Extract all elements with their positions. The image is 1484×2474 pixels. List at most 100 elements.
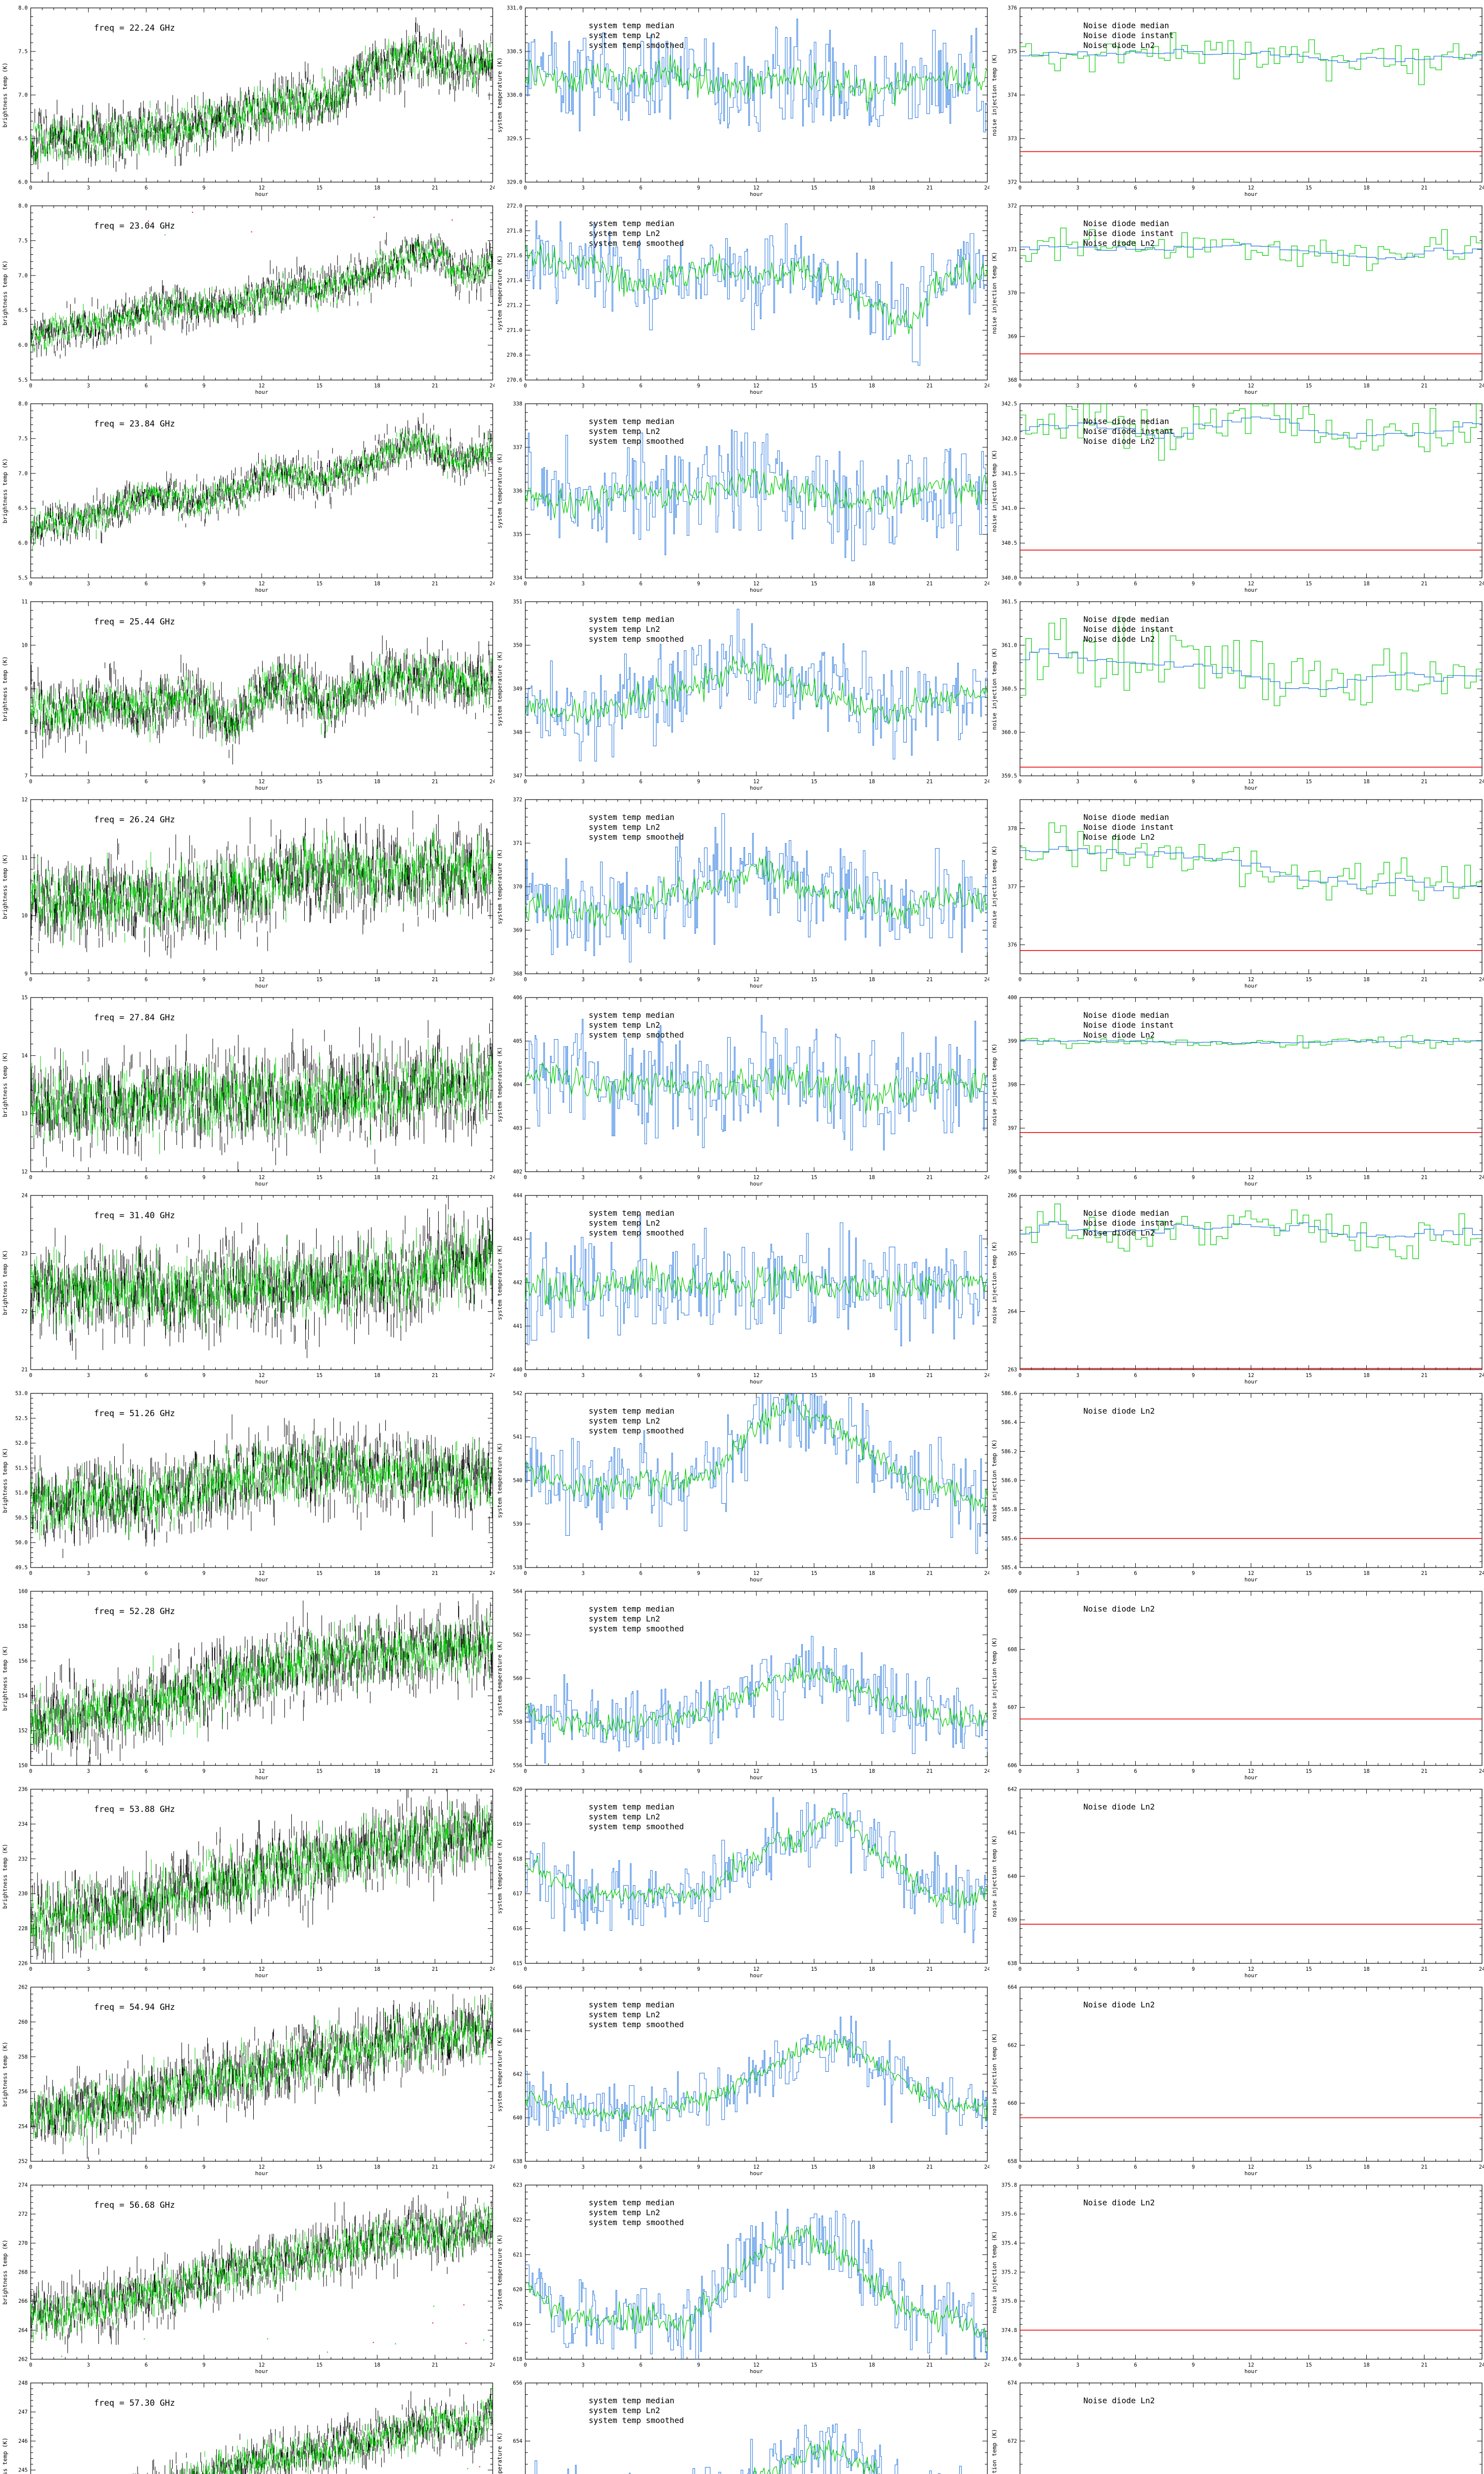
legend-item: Noise diode median	[1083, 417, 1169, 426]
x-tick-label: 3	[1076, 383, 1079, 389]
x-tick-label: 18	[374, 2362, 380, 2368]
x-tick-label: 0	[1019, 1175, 1021, 1181]
legend-item: system temp Ln2	[589, 1416, 660, 1426]
panel-31.40ghz-noise-diode: 0 3 6 9 12 15 18 21 24 263 264 265 266 hour noise inje…	[989, 1188, 1484, 1385]
y-tick-label: 654	[513, 2438, 522, 2444]
x-tick-label: 24	[490, 1768, 495, 1774]
y-tick-label: 540	[513, 1478, 522, 1484]
plot-svg: 0 3 6 9 12 15 18 21 24 329.0 329.5 330.0 330.5 331.0 h…	[496, 5, 989, 198]
y-tick-label: 21	[21, 1367, 28, 1373]
legend-item: Noise diode Ln2	[1083, 436, 1155, 446]
x-axis-label: hour	[1245, 1576, 1258, 1583]
y-tick-label: 265	[1008, 1251, 1017, 1257]
y-tick-label: 271.2	[507, 303, 522, 309]
x-tick-label: 9	[202, 977, 205, 983]
y-tick-label: 658	[1008, 2159, 1017, 2165]
plot-svg: 03691215182124242243244245246247248hourb…	[1, 2380, 493, 2474]
x-tick-label: 9	[697, 581, 700, 587]
x-tick-label: 12	[259, 1966, 265, 1972]
y-axis-label: system temperature (K)	[496, 2432, 503, 2474]
x-tick-label: 21	[432, 2164, 438, 2170]
x-axis-label: hour	[750, 785, 763, 791]
x-tick-label: 6	[639, 1175, 642, 1181]
y-tick-label: 606	[1008, 1763, 1017, 1769]
plot-svg: 0 3 6 9 12 15 18 21 24 556 558 560 562 564 hour system …	[496, 1589, 989, 1781]
x-tick-label: 24	[490, 185, 495, 191]
x-tick-label: 18	[374, 1966, 380, 1972]
x-tick-label: 18	[869, 185, 875, 191]
x-tick-label: 0	[524, 185, 527, 191]
x-axis-label: hour	[255, 785, 269, 791]
x-tick-label: 12	[753, 1768, 760, 1774]
x-tick-label: 21	[927, 977, 933, 983]
x-tick-label: 21	[927, 1570, 933, 1576]
y-tick-label: 52.0	[15, 1440, 28, 1446]
x-tick-label: 3	[582, 1966, 585, 1972]
y-tick-label: 351	[513, 599, 522, 605]
y-tick-label: 6.0	[18, 342, 28, 348]
x-tick-label: 6	[639, 581, 642, 587]
x-tick-label: 15	[316, 977, 323, 983]
x-axis-label: hour	[1245, 2368, 1258, 2375]
x-tick-label: 6	[1134, 1175, 1137, 1181]
y-tick-label: 7.0	[18, 93, 28, 98]
plot-svg: 0 3 6 9 12 15 18 21 24 21 22 23 24 hour brightness tem…	[1, 1193, 495, 1385]
y-tick-label: 258	[18, 2054, 28, 2060]
x-tick-label: 6	[1134, 185, 1137, 191]
y-axis-label: noise injection temp (K)	[991, 1637, 998, 1719]
x-tick-label: 3	[582, 383, 585, 389]
y-tick-label: 443	[513, 1237, 522, 1242]
y-tick-label: 622	[513, 2217, 522, 2223]
x-tick-label: 12	[1248, 1175, 1254, 1181]
y-tick-label: 50.0	[15, 1540, 28, 1546]
legend-item: system temp smoothed	[589, 1624, 684, 1633]
legend-item: Noise diode instant	[1083, 1218, 1174, 1228]
x-tick-label: 3	[87, 383, 90, 389]
plot-svg: 0 3 6 9 12 15 18 21 24 252 254 256 258 260 262 hour brig…	[1, 1985, 495, 2177]
x-tick-label: 21	[432, 581, 438, 587]
x-tick-label: 21	[927, 2164, 933, 2170]
x-tick-label: 15	[811, 2362, 817, 2368]
plot-title: freq = 53.88 GHz	[94, 1805, 175, 1814]
legend-item: Noise diode Ln2	[1083, 634, 1155, 644]
x-tick-label: 0	[1019, 1768, 1021, 1774]
plot-svg: 0 3 6 9 12 15 18 21 24 12 13 14 15 hour brightness tem…	[1, 995, 495, 1188]
legend-item: Noise diode instant	[1083, 1020, 1174, 1030]
plot-svg: 0 3 6 9 12 15 18 21 24 585.4 585.6 585.8 586.0 586.2 5…	[991, 1391, 1484, 1583]
x-tick-label: 21	[432, 2362, 438, 2368]
legend-item: Noise diode median	[1083, 21, 1169, 30]
x-tick-label: 3	[1076, 779, 1079, 785]
x-tick-label: 0	[29, 1966, 32, 1972]
x-tick-label: 6	[639, 1373, 642, 1379]
y-tick-label: 368	[513, 971, 522, 977]
x-tick-label: 24	[1479, 1570, 1484, 1576]
legend-item: Noise diode Ln2	[1083, 1406, 1155, 1416]
legend-item: system temp Ln2	[589, 624, 660, 634]
panel-22.24ghz-system-temp: 0 3 6 9 12 15 18 21 24 329.0 329.5 330.0 330.5 331.0 h…	[495, 0, 989, 198]
plot-svg: 0 3 6 9 12 15 18 21 24 372 373 374 375 376 hour noise i…	[991, 5, 1484, 198]
y-tick-label: 13	[21, 1111, 28, 1117]
x-tick-label: 9	[202, 1570, 205, 1576]
x-tick-label: 18	[1363, 1966, 1370, 1972]
x-axis-label: hour	[750, 587, 763, 593]
plot-svg: 0 3 6 9 12 15 18 21 24 618 619 620 621 622 623 hour syst…	[496, 2183, 989, 2375]
x-tick-label: 0	[524, 2362, 527, 2368]
y-axis-label: noise injection temp (K)	[991, 1241, 998, 1324]
x-tick-label: 21	[1421, 977, 1428, 983]
x-tick-label: 3	[582, 2164, 585, 2170]
y-tick-label: 336	[513, 488, 522, 494]
y-tick-label: 370	[1008, 290, 1017, 296]
x-tick-label: 21	[927, 1175, 933, 1181]
x-tick-label: 9	[202, 1966, 205, 1972]
x-tick-label: 15	[811, 1373, 817, 1379]
x-axis-label: hour	[255, 1181, 269, 1187]
x-tick-label: 12	[1248, 977, 1254, 983]
x-tick-label: 9	[202, 1768, 205, 1774]
x-tick-label: 12	[1248, 1373, 1254, 1379]
y-axis-label: brightness temp (K)	[1, 854, 8, 919]
x-tick-label: 24	[490, 2164, 495, 2170]
y-tick-label: 541	[513, 1434, 522, 1440]
legend-item: system temp median	[589, 1802, 674, 1811]
